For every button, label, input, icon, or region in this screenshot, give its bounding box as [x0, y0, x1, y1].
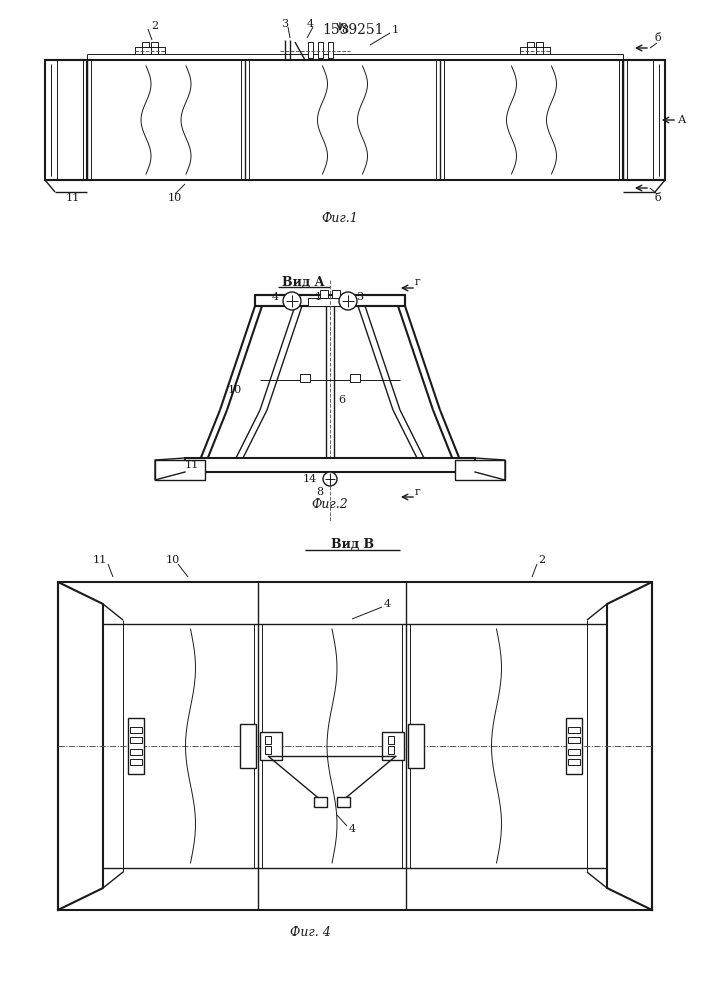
- Bar: [300, 374, 310, 382]
- Text: б: б: [655, 33, 661, 43]
- Bar: [568, 759, 580, 765]
- Bar: [151, 42, 158, 47]
- Text: 6: 6: [339, 395, 346, 405]
- Bar: [314, 797, 327, 807]
- Bar: [320, 290, 328, 298]
- Bar: [45, 60, 87, 180]
- Text: 8: 8: [341, 25, 349, 35]
- Bar: [130, 727, 142, 733]
- Text: А: А: [678, 115, 686, 125]
- Text: Фиг.2: Фиг.2: [312, 498, 349, 512]
- Bar: [130, 737, 142, 743]
- Bar: [185, 458, 475, 472]
- Text: 4: 4: [306, 19, 314, 29]
- Bar: [135, 47, 165, 54]
- Bar: [308, 298, 348, 306]
- Text: 1539251: 1539251: [322, 23, 384, 37]
- Bar: [568, 727, 580, 733]
- Bar: [142, 42, 149, 47]
- Text: 3: 3: [356, 292, 363, 302]
- Bar: [265, 746, 271, 754]
- Bar: [332, 290, 340, 298]
- Text: 4: 4: [383, 599, 390, 609]
- Text: 11: 11: [66, 193, 80, 203]
- Text: 3: 3: [281, 19, 288, 29]
- Text: б: б: [655, 193, 661, 203]
- Bar: [130, 749, 142, 755]
- Bar: [388, 736, 394, 744]
- Text: 10: 10: [228, 385, 242, 395]
- Text: 4: 4: [349, 824, 356, 834]
- Text: 14: 14: [303, 474, 317, 484]
- Text: Фиг.1: Фиг.1: [322, 212, 358, 225]
- Text: Вид А: Вид А: [281, 275, 325, 288]
- Text: 2: 2: [539, 555, 546, 565]
- Text: 8: 8: [317, 487, 324, 497]
- Bar: [408, 724, 424, 768]
- Polygon shape: [607, 582, 652, 910]
- Circle shape: [323, 472, 337, 486]
- Bar: [566, 718, 582, 774]
- Text: 2: 2: [151, 21, 158, 31]
- Bar: [527, 42, 534, 47]
- Text: Фиг. 4: Фиг. 4: [290, 926, 330, 938]
- Bar: [520, 47, 550, 54]
- Circle shape: [283, 292, 301, 310]
- Text: г: г: [415, 277, 421, 287]
- Bar: [240, 724, 256, 768]
- Bar: [455, 460, 505, 480]
- Text: 10: 10: [168, 193, 182, 203]
- Bar: [536, 42, 543, 47]
- Bar: [337, 797, 350, 807]
- Bar: [265, 736, 271, 744]
- Bar: [328, 42, 333, 58]
- Text: 4: 4: [271, 292, 279, 302]
- Bar: [155, 460, 205, 480]
- Text: Вид В: Вид В: [332, 538, 375, 552]
- Bar: [308, 42, 313, 58]
- Bar: [623, 60, 665, 180]
- Bar: [568, 749, 580, 755]
- Bar: [388, 746, 394, 754]
- Text: г: г: [415, 487, 421, 497]
- Text: 1: 1: [392, 25, 399, 35]
- Bar: [318, 42, 323, 58]
- Bar: [382, 732, 404, 760]
- Bar: [255, 295, 405, 306]
- Text: 11: 11: [93, 555, 107, 565]
- Text: 11: 11: [185, 460, 199, 470]
- Text: 1: 1: [315, 292, 322, 302]
- Circle shape: [339, 292, 357, 310]
- Text: 10: 10: [166, 555, 180, 565]
- Bar: [350, 374, 360, 382]
- Bar: [568, 737, 580, 743]
- Bar: [130, 759, 142, 765]
- Bar: [128, 718, 144, 774]
- Polygon shape: [58, 582, 103, 910]
- Bar: [260, 732, 282, 760]
- Bar: [58, 582, 652, 910]
